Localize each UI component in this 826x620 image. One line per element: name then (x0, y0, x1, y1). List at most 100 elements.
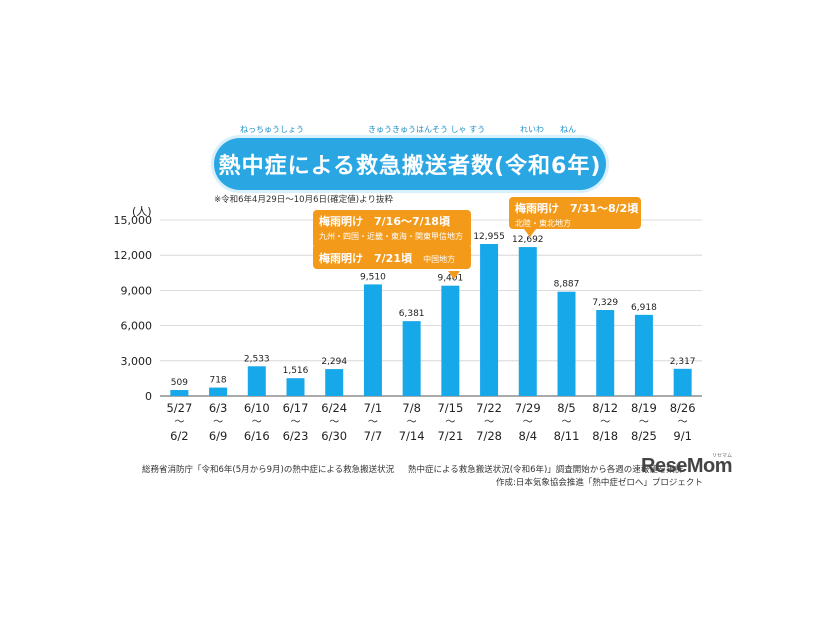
callout-1-main: 梅雨明け 7/16～7/18頃 (319, 215, 450, 228)
x-tick-label-start: 6/10 (244, 401, 270, 415)
x-tick-label-range: ～ (329, 417, 339, 428)
callout-2-main: 梅雨明け 7/21頃 (319, 252, 412, 265)
x-tick-label-end: 6/30 (321, 429, 347, 443)
data-label: 6,381 (399, 309, 425, 319)
y-tick-label: 0 (145, 390, 152, 403)
callout-2-sub: 中国地方 (423, 255, 456, 264)
bar (480, 243, 499, 396)
data-label: 2,533 (244, 354, 270, 364)
x-tick-label-end: 9/1 (673, 429, 692, 443)
bar (247, 366, 266, 396)
data-label: 718 (209, 376, 226, 386)
x-tick-label-range: ～ (291, 417, 301, 428)
x-tick-label-end: 6/16 (244, 429, 270, 443)
x-tick-label-range: ～ (523, 417, 533, 428)
x-tick-label-end: 7/28 (476, 429, 502, 443)
x-tick-label-end: 6/2 (170, 429, 189, 443)
x-tick-label-end: 8/25 (631, 429, 657, 443)
y-tick-label: 6,000 (121, 320, 153, 333)
x-tick-label-range: ～ (600, 417, 610, 428)
x-tick-label-end: 8/11 (554, 429, 580, 443)
data-label: 6,918 (631, 303, 657, 313)
x-tick-label-range: ～ (639, 417, 649, 428)
callout-3-main: 梅雨明け 7/31～8/2頃 (515, 202, 639, 215)
footer-credit: 作成:日本気象協会推進「熱中症ゼロへ」プロジェクト (496, 478, 703, 488)
x-tick-label-start: 7/1 (364, 401, 383, 415)
x-tick-label-start: 8/26 (670, 401, 696, 415)
source-note: ※令和6年4月29日～10月6日(確定値)より抜粋 (214, 195, 393, 205)
x-tick-label-range: ～ (678, 417, 688, 428)
title-ruby-1: ねっちゅうしょう (240, 125, 304, 134)
data-label: 12,692 (512, 235, 544, 245)
x-tick-label-range: ～ (562, 417, 572, 428)
x-tick-label-start: 8/19 (631, 401, 657, 415)
bar (209, 387, 228, 396)
footer-source-1: 総務省消防庁「令和6年(5月から9月)の熱中症による救急搬送状況 (142, 465, 395, 475)
title-ruby-4: ねん (560, 125, 576, 134)
y-tick-label: 3,000 (121, 355, 153, 368)
x-tick-label-start: 7/8 (402, 401, 421, 415)
x-tick-label-range: ～ (484, 417, 494, 428)
bar (673, 368, 692, 396)
x-tick-label-start: 6/24 (321, 401, 347, 415)
x-tick-label-start: 5/27 (166, 401, 192, 415)
callout-1-sub: 九州・四国・近畿・東海・関東甲信地方 (319, 232, 463, 241)
x-tick-label-start: 6/17 (283, 401, 309, 415)
bar (596, 310, 615, 396)
footer-source-2: 熱中症による救急搬送状況(令和6年)」調査開始から各週の速報値を集計 (408, 465, 684, 475)
x-tick-label-range: ～ (407, 417, 417, 428)
x-tick-label-end: 6/23 (283, 429, 309, 443)
callout-3-pointer (524, 229, 536, 237)
x-tick-label-end: 7/21 (437, 429, 463, 443)
x-tick-label-range: ～ (213, 417, 223, 428)
bar (441, 285, 460, 396)
x-tick-label-end: 8/4 (519, 429, 538, 443)
data-label: 1,516 (283, 366, 309, 376)
x-tick-label-range: ～ (252, 417, 262, 428)
callout-rainy-end-1: 梅雨明け 7/16～7/18頃 九州・四国・近畿・東海・関東甲信地方 (313, 210, 471, 248)
y-tick-label: 12,000 (114, 249, 153, 262)
x-tick-label-end: 7/14 (399, 429, 425, 443)
bar (518, 247, 537, 396)
bar (557, 291, 576, 396)
x-tick-label-end: 7/7 (364, 429, 383, 443)
data-label: 2,294 (321, 357, 347, 367)
y-tick-label: 15,000 (114, 214, 153, 227)
x-tick-label-start: 8/5 (557, 401, 576, 415)
x-tick-label-range: ～ (174, 417, 184, 428)
data-label: 8,887 (554, 280, 580, 290)
x-tick-label-start: 7/15 (437, 401, 463, 415)
callout-rainy-end-2: 梅雨明け 7/21頃 中国地方 (313, 244, 471, 269)
y-tick-label: 9,000 (121, 284, 153, 297)
x-tick-label-range: ～ (368, 417, 378, 428)
x-tick-label-range: ～ (445, 417, 455, 428)
x-tick-label-start: 7/29 (515, 401, 541, 415)
title-ruby-3: れいわ (520, 125, 544, 134)
x-tick-label-start: 8/12 (592, 401, 618, 415)
chart-title: 熱中症による救急搬送者数(令和6年) (218, 154, 602, 179)
x-tick-label-start: 7/22 (476, 401, 502, 415)
title-ruby-2: きゅうきゅうはんそう しゃ すう (368, 125, 486, 134)
title-banner: 熱中症による救急搬送者数(令和6年) (214, 138, 606, 190)
x-tick-label-start: 6/3 (209, 401, 228, 415)
resemom-logo: ReseMom (641, 455, 732, 477)
bar (363, 284, 382, 396)
bar (634, 314, 653, 396)
resemom-logo-ruby: リセマム (712, 453, 733, 459)
callout-2-pointer (448, 271, 460, 279)
x-tick-label-end: 8/18 (592, 429, 618, 443)
data-label: 9,510 (360, 272, 386, 282)
callout-3-sub: 北陸・東北地方 (515, 219, 571, 228)
bar (286, 378, 305, 396)
x-tick-label-end: 6/9 (209, 429, 228, 443)
callout-rainy-end-3: 梅雨明け 7/31～8/2頃 北陸・東北地方 (509, 197, 641, 229)
bar (170, 390, 189, 396)
data-label: 2,317 (670, 357, 696, 367)
bar (402, 321, 421, 396)
y-axis-unit: (人) (132, 205, 152, 218)
bar (325, 369, 344, 396)
data-label: 12,955 (473, 232, 505, 242)
data-label: 7,329 (592, 298, 618, 308)
data-label: 509 (171, 378, 188, 388)
